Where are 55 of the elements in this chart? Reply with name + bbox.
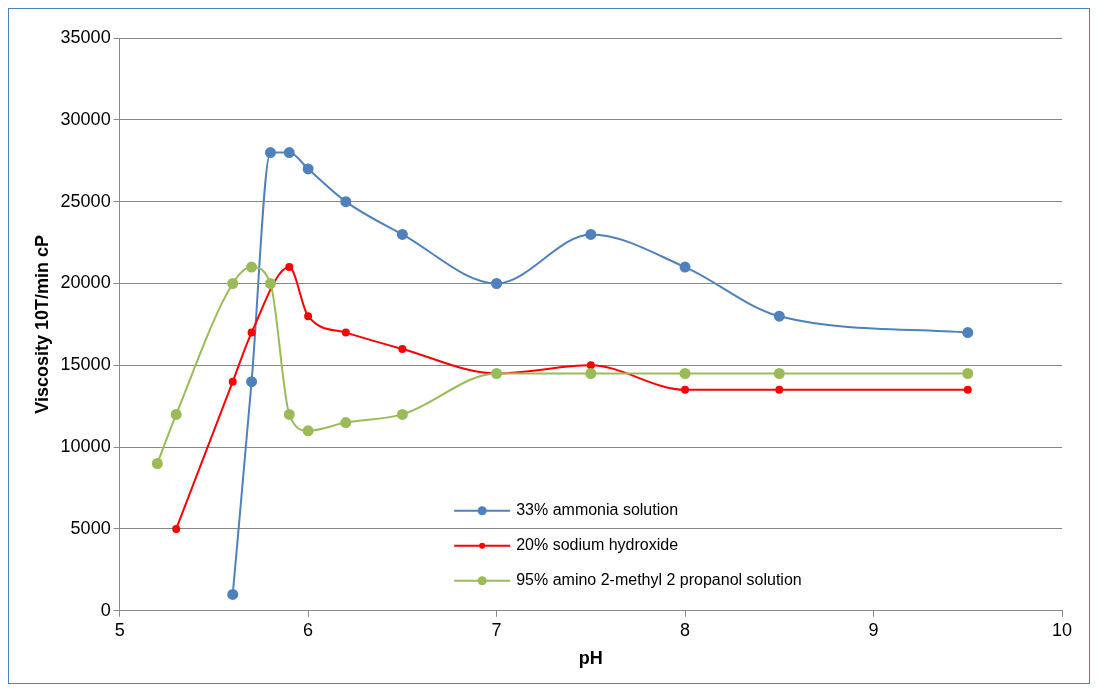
point — [227, 277, 239, 289]
point — [304, 312, 313, 321]
point — [246, 376, 258, 388]
y-tick-label: 15000 — [60, 354, 111, 375]
point — [681, 385, 690, 394]
point — [396, 228, 408, 240]
point — [247, 328, 256, 337]
point — [679, 368, 691, 379]
point — [302, 163, 314, 175]
legend-label: 33% ammonia solution — [516, 501, 679, 519]
x-tick-label: 8 — [680, 619, 691, 640]
point — [396, 408, 408, 420]
point — [586, 361, 595, 370]
point — [585, 368, 597, 379]
point — [151, 458, 163, 470]
point — [341, 328, 350, 337]
point — [264, 147, 276, 159]
point — [585, 228, 597, 240]
point — [302, 425, 314, 437]
point — [963, 385, 972, 394]
y-tick-label: 5000 — [70, 517, 111, 538]
y-tick-label: 10000 — [60, 436, 111, 457]
y-axis-title: Viscosity 10T/min cP — [31, 235, 52, 414]
y-tick-label: 20000 — [60, 272, 111, 293]
y-tick-label: 25000 — [60, 190, 111, 211]
point — [227, 588, 239, 600]
x-tick-label: 10 — [1051, 619, 1073, 640]
point — [773, 368, 785, 379]
legend-label: 20% sodium hydroxide — [516, 536, 679, 554]
x-tick-label: 5 — [114, 619, 125, 640]
point — [679, 261, 691, 273]
point — [773, 310, 785, 322]
point — [775, 385, 784, 394]
point — [340, 196, 352, 208]
point — [264, 277, 276, 289]
y-tick-label: 30000 — [60, 108, 111, 129]
point — [283, 408, 295, 420]
point — [340, 417, 352, 429]
point — [170, 408, 182, 420]
point — [283, 147, 295, 159]
point — [285, 263, 294, 272]
point — [246, 261, 258, 273]
y-tick-label: 0 — [100, 599, 111, 620]
y-tick-label: 35000 — [60, 26, 111, 47]
point — [172, 524, 181, 533]
point — [228, 377, 237, 386]
point — [398, 344, 407, 353]
legend-label: 95% amino 2-methyl 2 propanol solution — [516, 571, 802, 589]
point — [962, 327, 974, 339]
point — [962, 368, 974, 379]
x-axis-title: pH — [578, 648, 603, 669]
x-tick-label: 7 — [491, 619, 502, 640]
point — [491, 277, 503, 289]
x-tick-label: 9 — [868, 619, 879, 640]
x-tick-label: 6 — [303, 619, 314, 640]
